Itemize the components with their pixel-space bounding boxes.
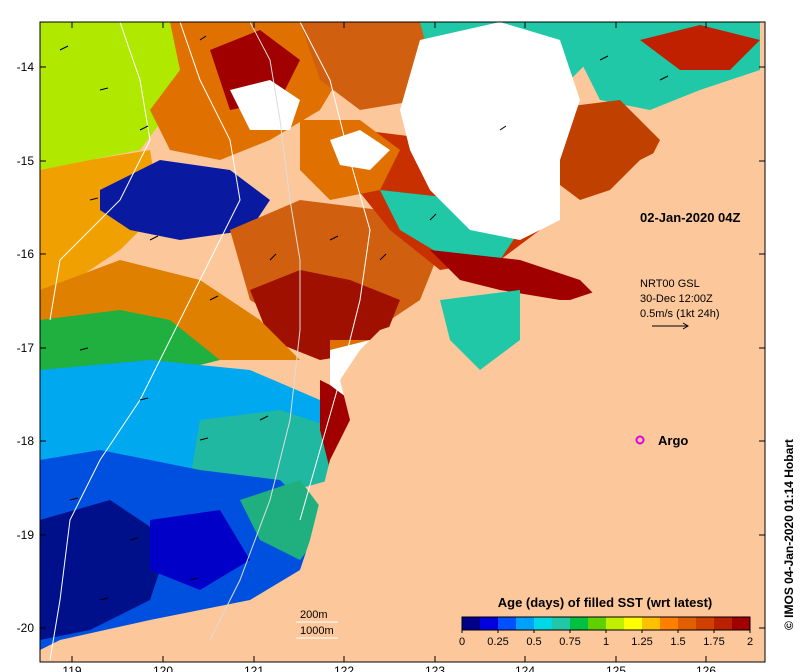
colorbar-tick-label: 1.25 [631,636,652,648]
colorbar-tick-label: 1 [603,636,609,648]
colorbar-bin [696,617,715,630]
isobath-label: 200m [300,609,328,621]
colorbar-bin [480,617,499,630]
current-legend-line: NRT00 GSL [640,278,700,290]
y-tick-label: -17 [17,341,35,355]
y-tick-label: -15 [17,154,35,168]
current-legend-line: 30-Dec 12:00Z [640,293,713,305]
x-tick-label: 122 [334,664,354,672]
credit-text: © IMOS 04-Jan-2020 01:14 Hobart [782,439,796,630]
x-tick-label: 126 [696,664,716,672]
x-tick-label: 124 [515,664,535,672]
y-axis: -14 -15 -16 -17 -18 -19 -20 [17,60,765,635]
colorbar-tick-label: 1.75 [703,636,724,648]
isobath-legend: 200m 1000m [296,609,338,639]
current-legend: NRT00 GSL 30-Dec 12:00Z 0.5m/s (1kt 24h) [640,278,719,330]
colorbar: Age (days) of filled SST (wrt latest) 0 0… [459,595,753,648]
map-frame [39,21,766,663]
x-tick-label: 120 [153,664,173,672]
colorbar-title: Age (days) of filled SST (wrt latest) [498,595,713,610]
australia-land [100,95,765,662]
colorbar-bin [678,617,697,630]
colorbar-bin [534,617,553,630]
colorbar-bin [624,617,643,630]
sst-field [40,22,765,662]
colorbar-tick-label: 1.5 [670,636,685,648]
y-tick-label: -14 [17,60,35,74]
colorbar-bin [732,617,751,630]
argo-float: Argo [635,433,688,448]
y-tick-label: -18 [17,434,35,448]
colorbar-bin [498,617,517,630]
colorbar-tick-label: 0 [459,636,465,648]
colorbar-tick-label: 0.25 [487,636,508,648]
colorbar-bin [516,617,535,630]
colorbar-tick-label: 2 [747,636,753,648]
colorbar-bin [588,617,607,630]
y-tick-label: -16 [17,247,35,261]
colorbar-tick-label: 0.75 [559,636,580,648]
colorbar-bin [462,617,481,630]
current-scale-arrowhead [682,322,689,330]
y-tick-label: -19 [17,528,35,542]
current-legend-line: 0.5m/s (1kt 24h) [640,308,719,320]
x-tick-label: 123 [425,664,445,672]
y-tick-label: -20 [17,621,35,635]
timestamp-label: 02-Jan-2020 04Z [640,210,741,225]
colorbar-bin [606,617,625,630]
argo-label: Argo [658,433,688,448]
x-tick-label: 119 [62,664,81,672]
isobath-label: 1000m [300,625,334,637]
x-axis: 119 120 121 122 123 124 125 126 [62,22,716,672]
x-tick-label: 125 [606,664,626,672]
colorbar-bin [552,617,571,630]
colorbar-bin [570,617,589,630]
argo-marker-icon [635,435,645,445]
colorbar-tick-label: 0.5 [526,636,541,648]
colorbar-bin [660,617,679,630]
colorbar-bins [462,617,751,630]
colorbar-bin [714,617,733,630]
x-tick-label: 121 [244,664,264,672]
colorbar-bin [642,617,661,630]
